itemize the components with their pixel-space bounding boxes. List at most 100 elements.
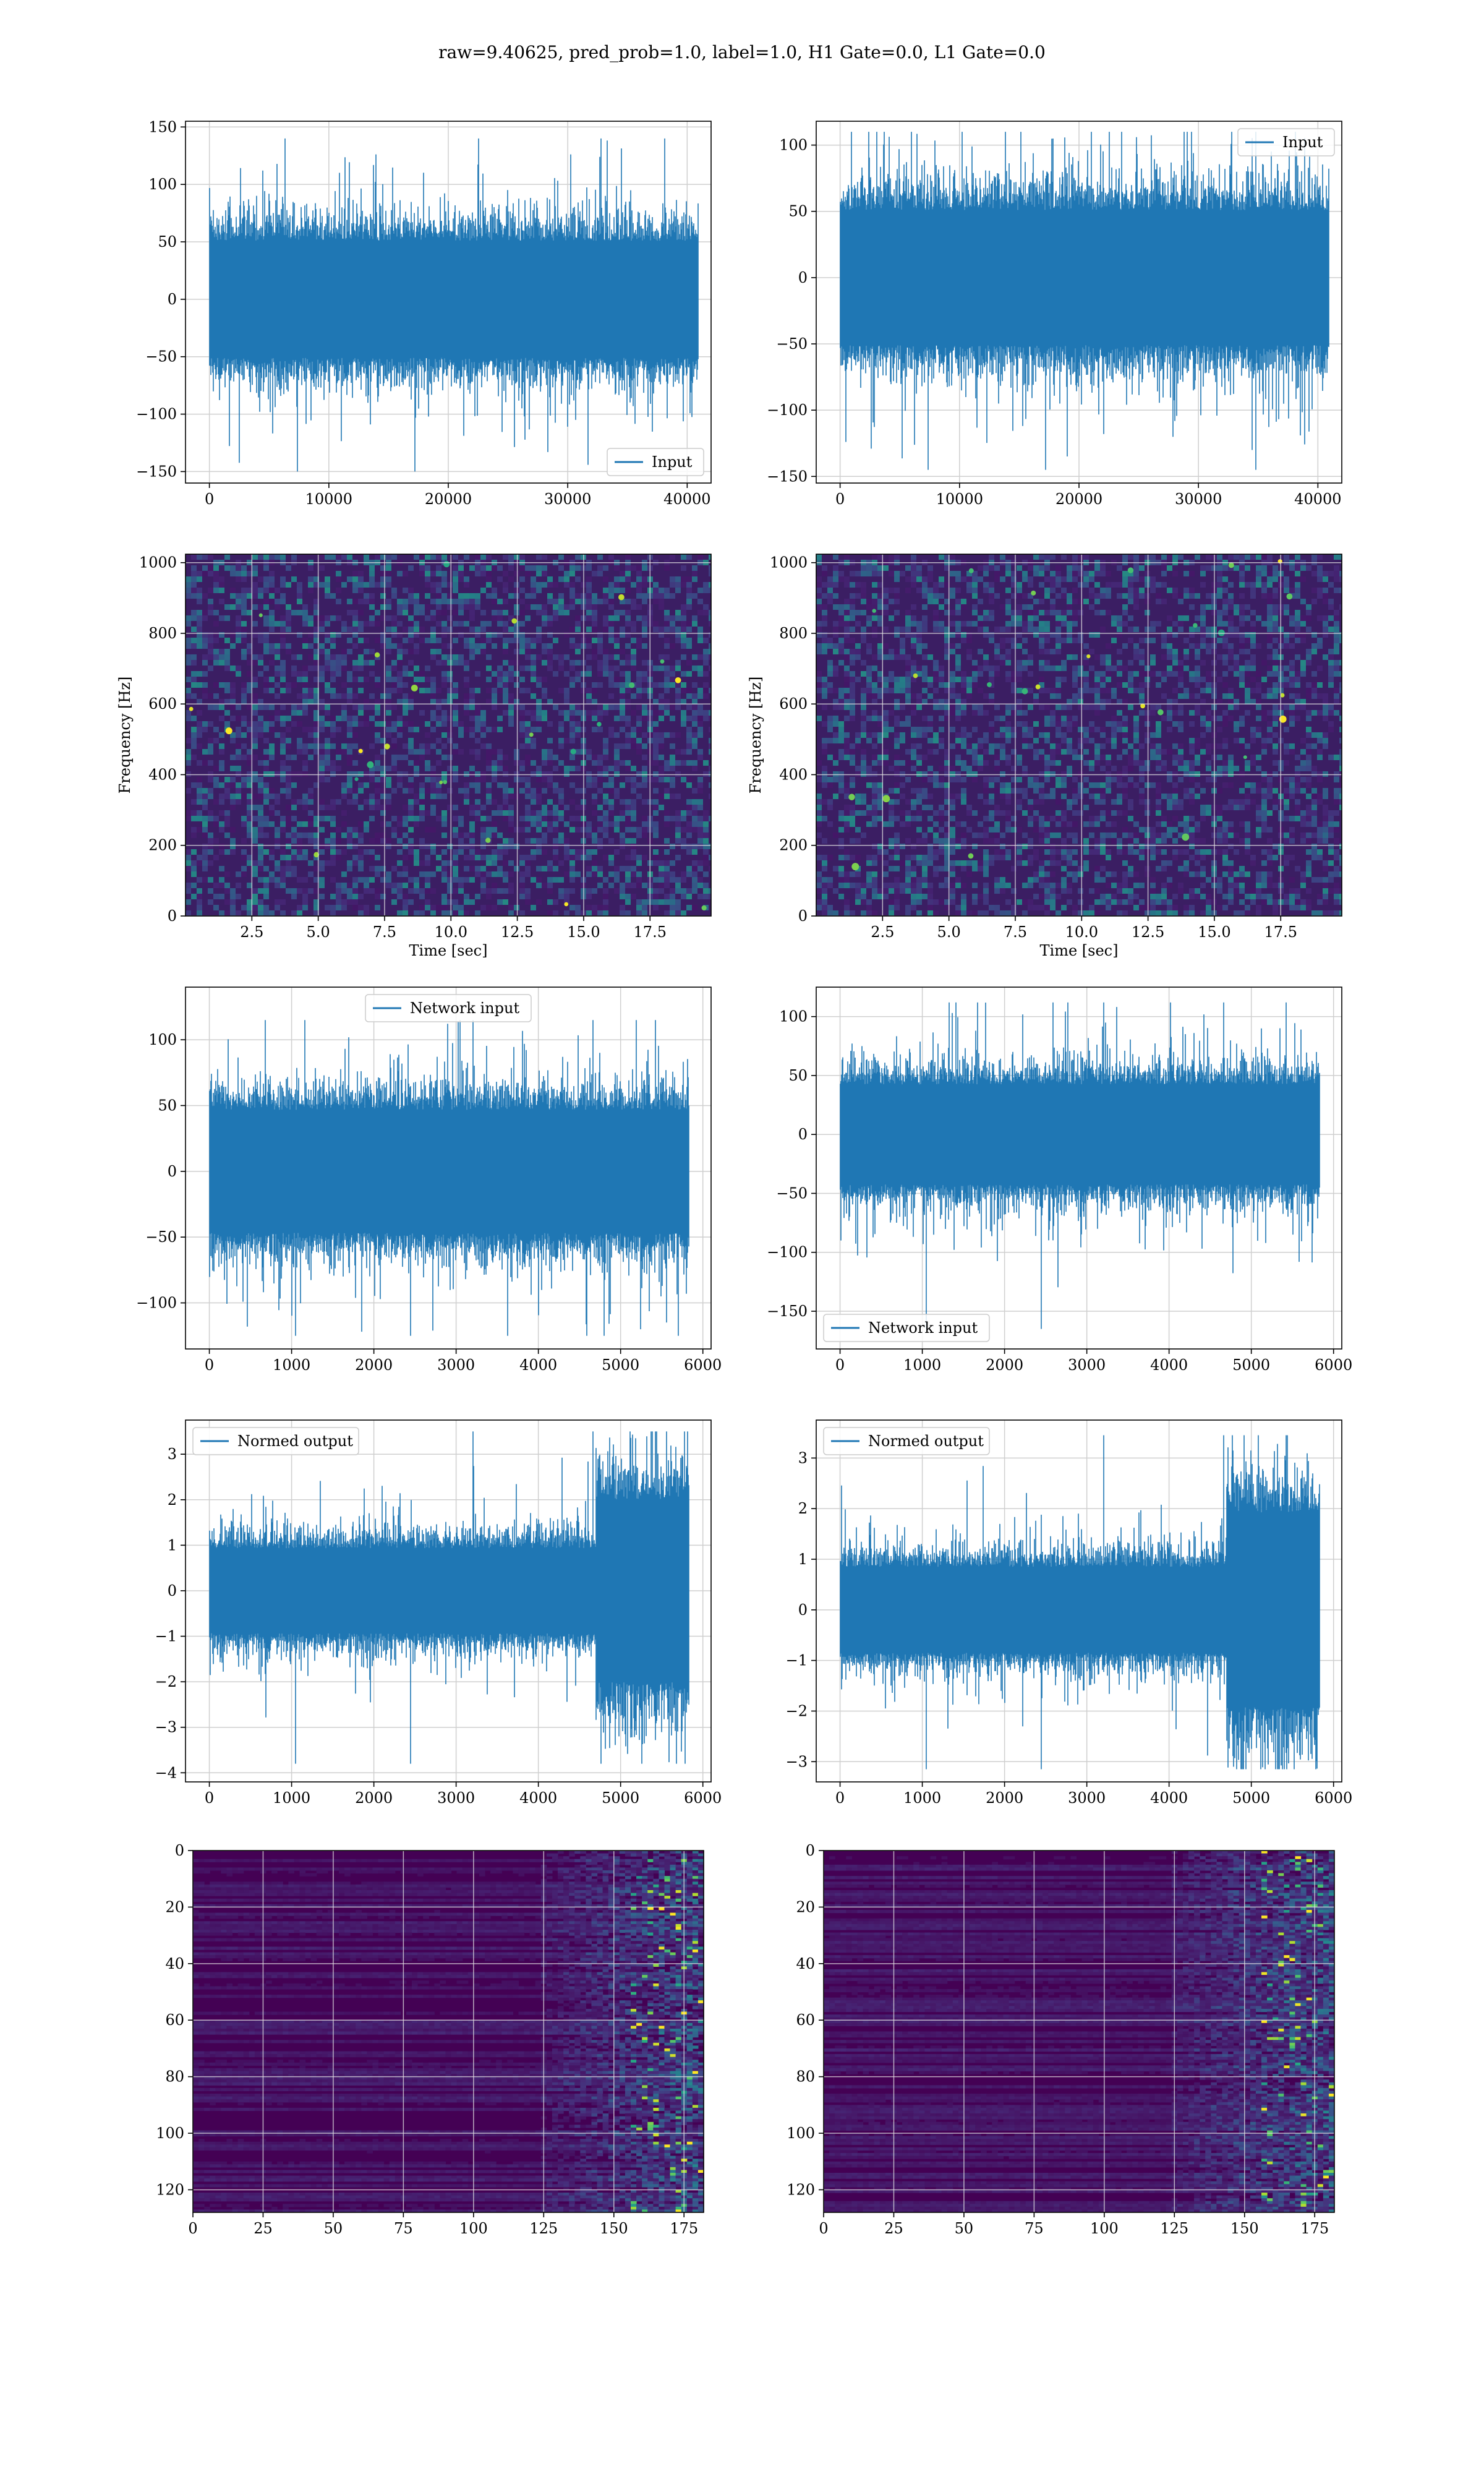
x-tick-label: 3000 — [437, 1789, 475, 1807]
l1-feature-map-axes-frame — [823, 1850, 1335, 2213]
y-tick-label: 400 — [148, 766, 177, 783]
x-tick-label: 5000 — [1232, 1356, 1270, 1374]
l1-network-input-series-line — [840, 1002, 1320, 1329]
l1-spectrogram-axes-frame — [816, 554, 1342, 917]
x-tick-label: 10.0 — [1065, 923, 1098, 941]
l1-feature-map-panel: 0 25 50 75 100 125 150 175 0 20 40 60 80 100 120 — [787, 1842, 1335, 2237]
x-axis-label: Time [sec] — [409, 942, 488, 959]
y-tick-label: 800 — [148, 625, 177, 642]
h1-network-input-series-line — [209, 1020, 689, 1336]
l1-input-panel: 0 10000 20000 30000 40000 −150 −100 −50 0 50 100 In… — [767, 121, 1342, 508]
x-tick-label: 17.5 — [1264, 923, 1297, 941]
x-tick-label: 5.0 — [307, 923, 330, 941]
y-tick-label: 50 — [788, 1067, 808, 1084]
l1-input-series-line — [840, 132, 1329, 470]
y-tick-label: 0 — [798, 907, 808, 925]
l1-input-plot-area — [816, 121, 1342, 483]
x-tick-label: 50 — [955, 2220, 974, 2237]
x-tick-label: 2000 — [986, 1356, 1023, 1374]
x-tick-label: 2.5 — [240, 923, 263, 941]
x-tick-label: 1000 — [903, 1356, 941, 1374]
h1-spectrogram-axes-frame — [185, 554, 712, 917]
y-tick-label: −100 — [136, 406, 177, 423]
y-tick-label: 50 — [158, 1097, 177, 1114]
y-tick-label: 0 — [798, 1126, 808, 1143]
h1-normed-output-series-line — [209, 1431, 689, 1764]
x-tick-label: 5000 — [1232, 1789, 1270, 1807]
x-tick-label: 15.0 — [1198, 923, 1230, 941]
x-tick-label: 30000 — [544, 490, 591, 508]
x-tick-label: 10.0 — [435, 923, 467, 941]
x-tick-label: 50 — [324, 2220, 343, 2237]
x-tick-label: 0 — [205, 1789, 214, 1807]
x-tick-label: 3000 — [1068, 1789, 1106, 1807]
x-tick-label: 7.5 — [1004, 923, 1027, 941]
x-tick-label: 17.5 — [634, 923, 667, 941]
x-tick-label: 25 — [254, 2220, 273, 2237]
legend-label: Network input — [410, 999, 519, 1017]
h1-spectrogram-plot-area — [186, 554, 711, 916]
h1-input-panel: 0 10000 20000 30000 40000 −150 −100 −50 0 50 100 15… — [136, 118, 712, 508]
x-tick-label: 2.5 — [871, 923, 894, 941]
y-tick-label: −100 — [767, 401, 808, 419]
h1-spectrogram-panel: 2.5 5.0 7.5 10.0 12.5 15.0 17.5 0 200 400 600 800 10… — [116, 554, 712, 959]
y-tick-label: −50 — [145, 348, 177, 366]
h1-network-input-legend: Network input — [365, 994, 532, 1022]
x-tick-label: 0 — [188, 2220, 197, 2237]
l1-normed-output-series-line — [840, 1435, 1320, 1770]
x-tick-label: 4000 — [1150, 1789, 1188, 1807]
y-tick-label: −1 — [786, 1652, 808, 1669]
y-tick-label: −150 — [767, 1303, 808, 1320]
y-axis-label: Frequency [Hz] — [747, 677, 764, 794]
y-tick-label: −50 — [776, 335, 808, 353]
l1-spectrogram-plot-area — [816, 554, 1342, 916]
y-tick-label: 120 — [787, 2181, 815, 2198]
x-tick-label: 6000 — [684, 1789, 722, 1807]
h1-normed-output-legend: Normed output — [192, 1427, 359, 1455]
x-tick-label: 0 — [819, 2220, 828, 2237]
x-tick-label: 10000 — [305, 490, 352, 508]
y-tick-label: 100 — [148, 176, 177, 193]
y-tick-label: 1 — [798, 1551, 808, 1568]
l1-network-input-legend: Network input — [823, 1314, 990, 1342]
y-tick-label: 400 — [779, 766, 808, 783]
h1-input-legend: Input — [607, 448, 704, 476]
x-tick-label: 4000 — [519, 1356, 557, 1374]
y-tick-label: 40 — [165, 1955, 184, 1972]
y-tick-label: 20 — [796, 1898, 815, 1915]
y-tick-label: 20 — [165, 1898, 184, 1915]
x-tick-label: 40000 — [1294, 490, 1341, 508]
l1-normed-output-plot-area — [816, 1420, 1342, 1782]
x-tick-label: 2000 — [355, 1789, 393, 1807]
figure-title: raw=9.40625, pred_prob=1.0, label=1.0, H… — [0, 42, 1484, 62]
y-tick-label: 0 — [168, 907, 177, 925]
y-tick-label: 80 — [165, 2068, 184, 2086]
y-tick-label: 0 — [168, 1163, 177, 1180]
h1-normed-output-panel: 0 1000 2000 3000 4000 5000 6000 −4 −3 −2 −1 0 1 2 3 Nor… — [155, 1419, 722, 1807]
l1-normed-output-legend: Normed output — [823, 1427, 990, 1455]
l1-network-input-plot-area — [816, 987, 1342, 1349]
y-tick-label: 50 — [788, 203, 808, 220]
x-tick-label: 12.5 — [501, 923, 534, 941]
x-tick-label: 150 — [1230, 2220, 1259, 2237]
x-tick-label: 3000 — [1068, 1356, 1106, 1374]
h1-network-input-plot-area — [186, 987, 711, 1349]
x-tick-label: 125 — [1160, 2220, 1188, 2237]
y-axis-label: Frequency [Hz] — [116, 677, 134, 794]
x-tick-label: 6000 — [1315, 1789, 1352, 1807]
x-tick-label: 10000 — [936, 490, 983, 508]
legend-label: Normed output — [868, 1432, 984, 1450]
x-tick-label: 1000 — [903, 1789, 941, 1807]
y-tick-label: 0 — [168, 291, 177, 308]
y-tick-label: 1000 — [139, 554, 177, 571]
y-tick-label: 3 — [168, 1445, 177, 1463]
x-tick-label: 0 — [835, 490, 845, 508]
l1-feature-map-plot-area — [824, 1851, 1334, 2212]
x-tick-label: 0 — [835, 1356, 845, 1374]
y-tick-label: 120 — [156, 2181, 184, 2198]
h1-feature-map-axes-frame — [192, 1850, 704, 2213]
l1-normed-output-axes-frame — [816, 1419, 1342, 1783]
x-tick-label: 100 — [1090, 2220, 1119, 2237]
y-tick-label: 80 — [796, 2068, 815, 2086]
y-tick-label: 600 — [148, 695, 177, 713]
